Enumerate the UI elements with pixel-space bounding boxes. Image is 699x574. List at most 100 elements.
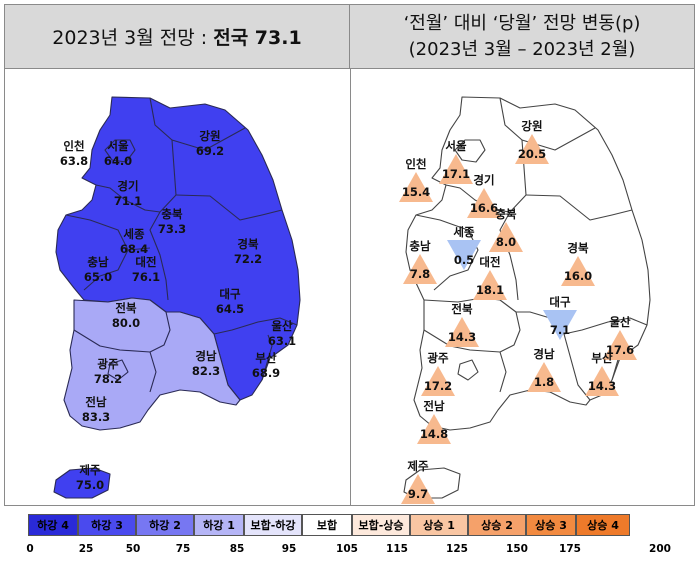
- left-region-value: 76.1: [132, 270, 160, 284]
- left-region-name: 경북: [237, 237, 259, 251]
- panel-divider: [350, 69, 351, 505]
- right-region-name: 강원: [521, 119, 542, 133]
- left-region-name: 대구: [219, 287, 241, 301]
- legend-tick: 175: [559, 543, 581, 555]
- right-region-value: 17.2: [424, 379, 452, 393]
- left-panel-header: 2023년 3월 전망 : 전국 73.1: [5, 5, 350, 69]
- legend-item: 상승 4: [576, 514, 630, 536]
- right-map-markers: 강원 20.5 서울 17.1 인천 15.4 경기 16.6충북 8.0 세종 0.5 충남 7.8 대…: [399, 119, 637, 504]
- up-triangle-marker: [403, 254, 437, 284]
- right-region-value: 1.8: [534, 375, 554, 389]
- left-region-value: 83.3: [82, 410, 110, 424]
- right-region-value: 7.8: [410, 267, 430, 281]
- right-title-line1: ‘전월’ 대비 ‘당월’ 전망 변동(p): [403, 12, 641, 34]
- legend-tick: 95: [281, 543, 297, 555]
- up-triangle-marker: [445, 317, 479, 347]
- right-region-name: 충북: [495, 207, 517, 221]
- right-region-name: 충남: [409, 239, 431, 253]
- left-region-name: 서울: [107, 139, 129, 153]
- legend-tick: 115: [386, 543, 408, 555]
- down-triangle-marker: [543, 310, 577, 340]
- up-triangle-marker: [417, 414, 451, 444]
- left-region-value: 68.4: [120, 242, 148, 256]
- right-region-name: 세종: [453, 225, 475, 239]
- left-region-value: 82.3: [192, 364, 220, 378]
- left-region-value: 69.2: [196, 144, 224, 158]
- legend-tick: 150: [506, 543, 528, 555]
- right-region-value: 16.6: [470, 201, 498, 215]
- left-map-south-region: [63, 297, 241, 431]
- up-triangle-marker: [603, 330, 637, 360]
- left-region-name: 충남: [87, 255, 109, 269]
- right-region-name: 광주: [427, 351, 449, 365]
- legend-tick: 105: [336, 543, 358, 555]
- left-region-name: 광주: [97, 357, 119, 371]
- legend-item: 보합-하강: [244, 514, 302, 536]
- left-region-name: 인천: [63, 139, 84, 153]
- right-region-value: 14.8: [420, 427, 448, 441]
- left-region-name: 대전: [135, 255, 156, 269]
- legend-item: 상승 3: [526, 514, 576, 536]
- right-region-value: 15.4: [402, 185, 430, 199]
- right-region-name: 경기: [473, 173, 494, 187]
- left-region-name: 전남: [85, 395, 107, 409]
- right-region-value: 17.1: [442, 167, 470, 181]
- right-region-name: 경남: [533, 347, 555, 361]
- left-region-value: 65.0: [84, 270, 112, 284]
- right-region-value: 9.7: [408, 487, 428, 501]
- up-triangle-marker: [439, 154, 473, 184]
- legend-item: 상승 1: [410, 514, 468, 536]
- right-title-line2: (2023년 3월 – 2023년 2월): [408, 38, 636, 60]
- left-region-name: 제주: [79, 463, 101, 477]
- left-region-name: 경기: [117, 179, 138, 193]
- left-region-name: 울산: [271, 319, 293, 333]
- up-triangle-marker: [515, 134, 549, 164]
- legend-item: 보합-상승: [352, 514, 410, 536]
- legend-tick: 25: [78, 543, 94, 555]
- up-triangle-marker: [489, 222, 523, 252]
- legend-item: 하강 3: [78, 514, 136, 536]
- left-title-prefix: 2023년 3월 전망 :: [52, 27, 214, 49]
- left-region-value: 72.2: [234, 252, 262, 266]
- right-panel-header: ‘전월’ 대비 ‘당월’ 전망 변동(p) (2023년 3월 – 2023년 …: [350, 5, 694, 69]
- legend-tick: 75: [175, 543, 191, 555]
- right-region-value: 8.0: [496, 235, 516, 249]
- legend-tick: 200: [649, 543, 671, 555]
- left-region-value: 63.1: [268, 334, 296, 348]
- right-region-value: 17.6: [606, 343, 634, 357]
- up-triangle-marker: [473, 270, 507, 300]
- right-region-name: 제주: [407, 459, 429, 473]
- right-region-name: 대구: [549, 295, 571, 309]
- right-region-name: 부산: [591, 351, 613, 365]
- right-region-name: 인천: [405, 157, 426, 171]
- right-region-value: 14.3: [588, 379, 616, 393]
- up-triangle-marker: [467, 188, 501, 218]
- legend-tick: 85: [229, 543, 245, 555]
- right-region-name: 전북: [451, 302, 473, 316]
- left-region-value: 64.5: [216, 302, 244, 316]
- left-region-name: 충북: [161, 207, 183, 221]
- left-region-value: 78.2: [94, 372, 122, 386]
- up-triangle-marker: [399, 172, 433, 202]
- left-region-name: 부산: [255, 351, 277, 365]
- legend-item: 하강 4: [28, 514, 78, 536]
- right-region-name: 대전: [479, 255, 500, 269]
- left-title-national: 전국 73.1: [213, 27, 302, 49]
- legend-item: 하강 1: [194, 514, 244, 536]
- left-region-value: 73.3: [158, 222, 186, 236]
- legend-item: 보합: [302, 514, 352, 536]
- left-region-value: 71.1: [114, 194, 142, 208]
- right-region-value: 14.3: [448, 330, 476, 344]
- legend-tick: 125: [446, 543, 468, 555]
- down-triangle-marker: [447, 240, 481, 270]
- right-region-name: 서울: [445, 139, 467, 153]
- legend-tick: 0: [26, 543, 34, 555]
- up-triangle-marker: [401, 474, 435, 504]
- left-region-name: 전북: [115, 301, 137, 315]
- legend-tick: 50: [125, 543, 141, 555]
- left-map: [53, 96, 301, 499]
- right-region-value: 20.5: [518, 147, 546, 161]
- legend-ticks: 0 25 50 75 85 95 105 115 125 150 175 200: [0, 543, 699, 563]
